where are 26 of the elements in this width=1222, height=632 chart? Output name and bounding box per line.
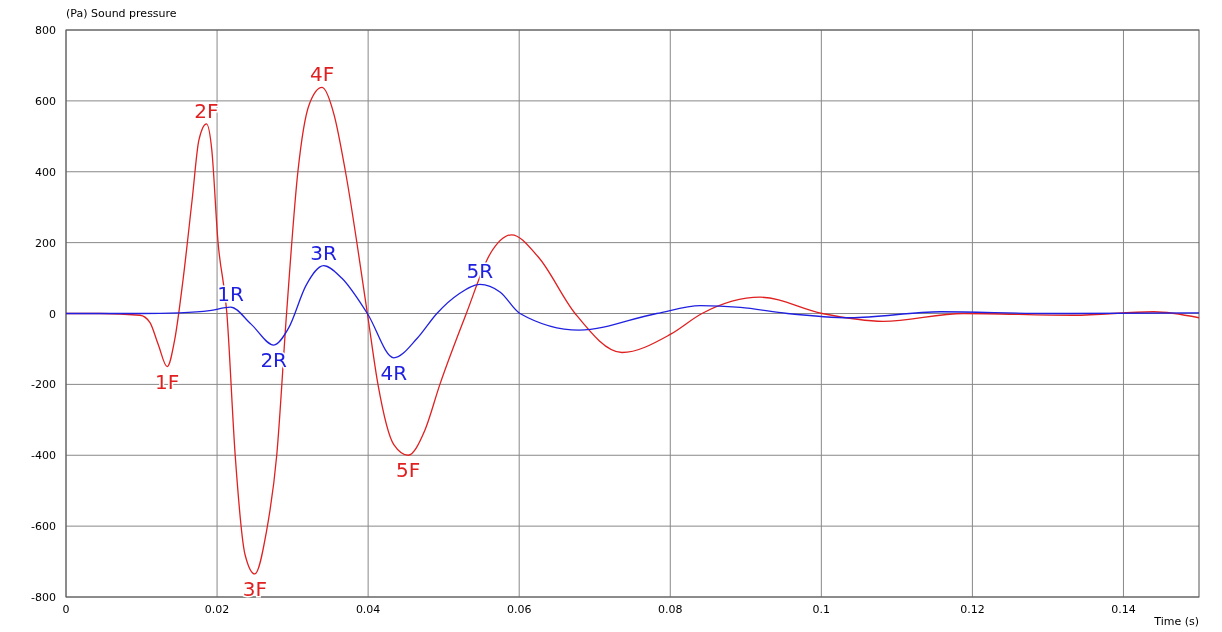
annotation: 1F	[155, 369, 180, 394]
annotation: 4F	[309, 62, 335, 87]
x-tick-label: 0.04	[355, 603, 381, 616]
y-axis-title: (Pa) Sound pressure	[66, 7, 177, 20]
y-tick-label: -800	[31, 591, 56, 604]
x-tick-label: 0.02	[204, 603, 230, 616]
y-tick-label: -400	[31, 449, 56, 463]
y-tick-label: 800	[35, 24, 56, 37]
annotation: 2F	[194, 98, 219, 123]
x-tick-label: 0.14	[1111, 603, 1136, 616]
y-tick-label: 0	[49, 307, 56, 321]
x-tick-label: 0	[62, 603, 70, 616]
annotation: 3R	[310, 240, 337, 265]
x-tick-label: 0.1	[812, 603, 831, 616]
annotation: 3F	[242, 576, 267, 601]
y-tick-label: -200	[31, 378, 56, 392]
y-tick-label: 200	[35, 236, 56, 250]
x-tick-label: 0.06	[506, 603, 532, 616]
x-tick-label: 0.12	[960, 603, 985, 616]
annotation: 5F	[396, 458, 421, 483]
y-tick-label: 600	[35, 94, 56, 108]
x-axis-title: Time (s)	[1153, 615, 1199, 628]
x-tick-label: 0.08	[658, 603, 683, 616]
y-tick-label: 400	[35, 165, 56, 179]
y-tick-label: -600	[31, 520, 56, 534]
annotation: 4R	[380, 360, 408, 385]
